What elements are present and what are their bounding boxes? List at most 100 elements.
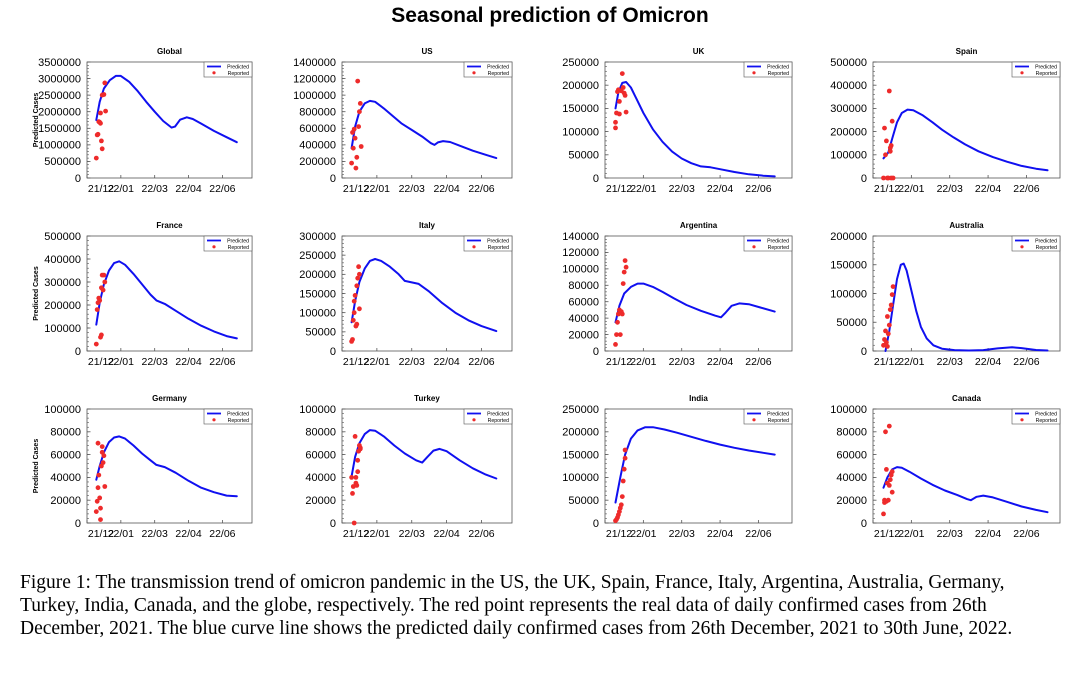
reported-point [622,447,628,453]
plot-frame [604,235,793,352]
reported-point [623,264,629,270]
x-tick-label: 22/03 [142,356,168,368]
reported-point [354,321,360,327]
legend-reported-label: Reported [768,418,789,424]
legend-predicted-label: Predicted [487,239,509,245]
x-tick-label: 21/12 [606,528,632,540]
reported-point [354,483,360,488]
predicted-line [350,258,498,333]
chart-australia: Australia05000010000015000020000021/1222… [830,221,1061,368]
y-tick-label: 400000 [299,140,336,152]
chart-uk: UK05000010000015000020000025000021/1222/… [562,47,793,195]
plot-frame [604,61,793,179]
reported-point [101,453,107,459]
y-tick-label: 0 [593,173,599,185]
y-tick-label: 1200000 [293,73,336,85]
chart-title: France [156,221,183,230]
y-tick-label: 100000 [44,404,81,416]
reported-point [617,332,623,337]
x-tick-label: 22/03 [669,356,695,368]
reported-point [355,457,361,463]
chart-title: Germany [152,394,187,403]
reported-point [890,175,896,181]
reported-point [354,154,360,160]
reported-point [613,125,618,131]
legend-reported-swatch [472,245,476,249]
reported-point [353,475,359,480]
reported-point [100,460,106,465]
x-tick-label: 22/06 [209,356,235,368]
y-tick-label: 600000 [299,123,336,135]
reported-point [890,284,896,289]
y-tick-label: 0 [75,346,81,358]
x-tick-label: 22/04 [707,183,733,195]
reported-point [887,477,893,483]
plot-frame [341,408,513,524]
reported-point [889,118,895,124]
legend-reported-label: Reported [228,71,249,77]
y-tick-label: 100000 [830,404,867,416]
reported-point [94,307,100,312]
reported-point [103,108,108,114]
reported-point [352,293,358,298]
y-tick-label: 1400000 [293,57,336,69]
y-tick-label: 300000 [299,231,336,243]
reported-point [351,298,357,304]
y-axis-label: Predicted Cases [33,439,40,494]
reported-point [617,99,622,104]
y-tick-label: 200000 [299,269,336,281]
y-tick-label: 300000 [44,277,81,289]
chart-title: Canada [952,394,981,403]
reported-point [356,264,361,270]
x-tick-label: 22/04 [433,356,459,368]
y-tick-label: 250000 [562,57,599,69]
reported-point [614,332,619,337]
reported-point [353,165,359,171]
reported-point [101,272,107,278]
plot-frame [86,235,253,352]
y-tick-label: 100000 [562,126,599,138]
reported-point [102,484,108,489]
y-tick-label: 20000 [836,495,867,507]
legend-predicted-label: Predicted [1035,239,1057,245]
x-tick-label: 22/03 [142,528,168,540]
reported-point [355,469,361,475]
legend-reported-label: Reported [1036,245,1057,251]
reported-point [885,497,891,503]
y-tick-label: 0 [861,518,867,530]
y-tick-label: 60000 [568,297,599,309]
reported-point [889,469,895,475]
reported-point [620,85,626,90]
reported-point [93,341,99,347]
legend-predicted-label: Predicted [227,239,249,245]
x-tick-label: 21/12 [343,356,369,368]
reported-point [888,143,894,148]
y-tick-label: 40000 [50,472,81,484]
chart-title: India [689,394,708,403]
reported-point [94,498,100,504]
chart-grid: Global0500000100000015000002000000250000… [33,47,1061,540]
y-tick-label: 140000 [562,231,599,243]
reported-point [622,93,628,98]
legend-predicted-label: Predicted [767,65,789,71]
predicted-line [882,108,1049,172]
x-tick-label: 21/12 [343,528,369,540]
y-tick-label: 500000 [44,156,81,168]
reported-point [613,119,618,125]
reported-point [102,80,108,86]
x-tick-label: 22/04 [175,183,201,195]
legend-predicted-label: Predicted [767,239,789,245]
x-tick-label: 22/04 [707,356,733,368]
y-tick-label: 150000 [562,103,599,115]
y-tick-label: 400000 [44,254,81,266]
reported-point [358,144,364,149]
reported-point [881,511,886,517]
reported-point [617,509,622,514]
reported-point [885,331,891,337]
reported-point [349,475,354,480]
y-tick-label: 200000 [562,427,599,439]
x-tick-label: 22/06 [745,356,771,368]
x-tick-label: 22/06 [468,183,494,195]
reported-point [885,344,890,349]
